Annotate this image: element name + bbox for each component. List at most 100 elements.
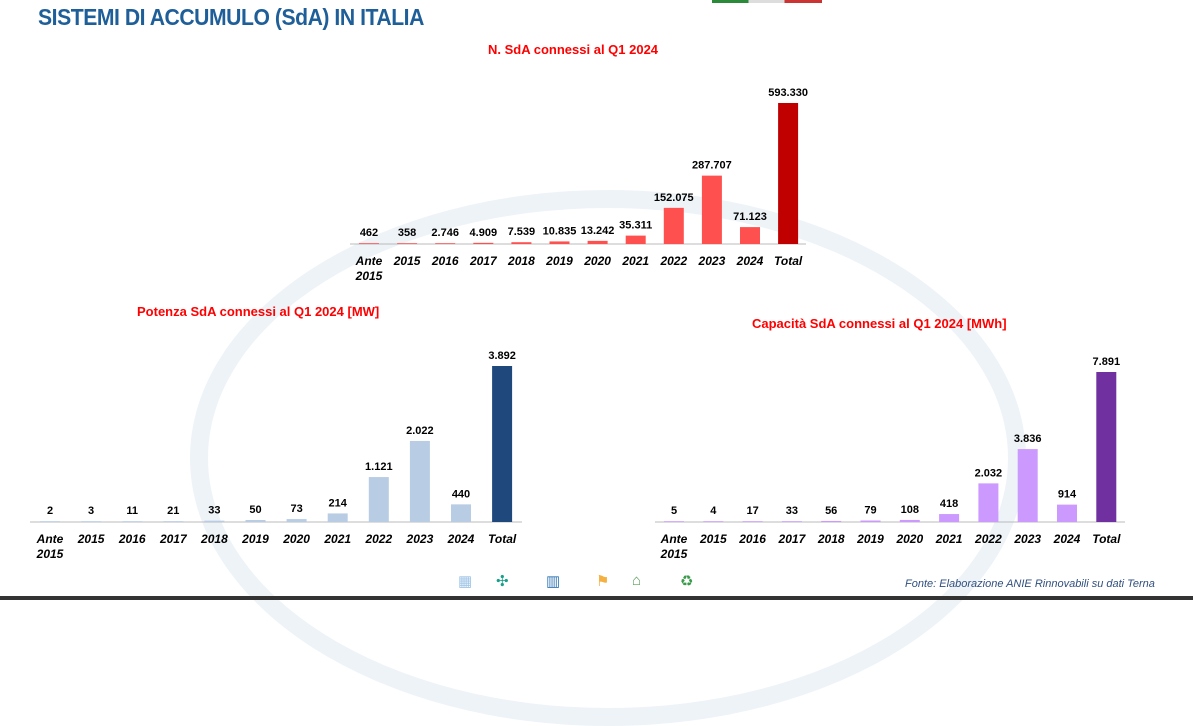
tick-label: 2020 xyxy=(895,532,923,546)
tick-label: 2018 xyxy=(507,254,535,268)
tick-label: 2019 xyxy=(856,532,884,546)
bar-0 xyxy=(664,521,684,522)
bar-6 xyxy=(286,519,307,522)
data-label: 35.311 xyxy=(619,220,652,232)
data-label: 4.909 xyxy=(470,227,498,239)
bar-4 xyxy=(204,520,225,522)
bar-2 xyxy=(435,243,456,244)
tick-label: 2024 xyxy=(1053,532,1081,546)
recycle-icon: ♻ xyxy=(680,573,694,590)
data-label: 287.707 xyxy=(692,160,732,172)
data-label: 71.123 xyxy=(733,211,767,223)
bar-3 xyxy=(163,521,184,522)
tick-label: 2024 xyxy=(447,532,475,546)
data-label: 1.121 xyxy=(365,461,393,473)
bar-11 xyxy=(778,103,799,244)
tick-label: Total xyxy=(1092,532,1121,546)
data-label: 2.022 xyxy=(406,425,434,437)
data-label: 11 xyxy=(126,505,138,517)
bottom-bar xyxy=(0,596,1193,600)
charts-canvas: 462Ante201535820152.74620164.90920177.53… xyxy=(30,87,1125,561)
data-label: 10.835 xyxy=(543,225,577,237)
bar-1 xyxy=(397,243,418,244)
tick-label: 2020 xyxy=(583,254,611,268)
data-label: 152.075 xyxy=(654,192,694,204)
bar-11 xyxy=(1096,372,1117,522)
bar-5 xyxy=(860,520,881,522)
data-label: 33 xyxy=(786,505,798,517)
page-title: SISTEMI DI ACCUMULO (SdA) IN ITALIA xyxy=(38,4,424,30)
data-label: 5 xyxy=(671,505,677,517)
bar-0 xyxy=(40,521,60,522)
tick-label: 2015 xyxy=(36,547,64,561)
bar-2 xyxy=(742,521,763,522)
heat-pump-house-icon: ⌂ xyxy=(632,572,642,589)
data-label: 108 xyxy=(901,504,919,516)
data-label: 440 xyxy=(452,488,470,500)
bar-0 xyxy=(359,243,379,244)
tick-label: 2022 xyxy=(364,532,392,546)
tick-label: 2017 xyxy=(469,254,498,268)
bar-10 xyxy=(740,227,760,244)
data-label: 3.836 xyxy=(1014,433,1042,445)
bar-8 xyxy=(368,477,389,522)
bar-6 xyxy=(899,519,920,522)
tick-label: 2015 xyxy=(355,269,383,283)
bar-6 xyxy=(587,240,608,244)
hydro-icon: ▥ xyxy=(546,573,561,590)
bar-5 xyxy=(245,519,266,522)
tick-label: 2015 xyxy=(660,547,688,561)
tick-label: 2017 xyxy=(778,532,807,546)
chart-title-power: Potenza SdA connessi al Q1 2024 [MW] xyxy=(137,304,380,319)
tick-label: 2016 xyxy=(431,254,459,268)
bar-9 xyxy=(409,440,430,522)
bar-1 xyxy=(703,521,724,522)
tick-label: 2019 xyxy=(241,532,269,546)
tick-label: Ante xyxy=(355,254,383,268)
bar-3 xyxy=(473,242,494,244)
data-label: 7.539 xyxy=(508,226,536,238)
bar-9 xyxy=(701,175,722,244)
tick-label: 2015 xyxy=(77,532,105,546)
bar-8 xyxy=(978,483,999,522)
data-label: 73 xyxy=(290,503,302,515)
bar-11 xyxy=(492,366,513,522)
data-label: 214 xyxy=(329,497,348,509)
tick-label: 2019 xyxy=(545,254,573,268)
data-label: 3 xyxy=(88,505,94,517)
bar-5 xyxy=(549,241,570,244)
data-label: 462 xyxy=(360,227,378,239)
data-label: 7.891 xyxy=(1093,356,1121,368)
bar-10 xyxy=(1057,504,1077,522)
bar-7 xyxy=(625,235,646,244)
data-label: 593.330 xyxy=(768,87,808,99)
tick-label: 2021 xyxy=(323,532,351,546)
tick-label: 2021 xyxy=(621,254,649,268)
data-label: 50 xyxy=(249,504,261,516)
tick-label: 2020 xyxy=(282,532,310,546)
data-label: 914 xyxy=(1058,489,1077,501)
tick-label: 2024 xyxy=(736,254,764,268)
bar-8 xyxy=(663,207,684,244)
tick-label: 2015 xyxy=(699,532,727,546)
tick-label: 2016 xyxy=(738,532,766,546)
data-label: 56 xyxy=(825,505,837,517)
bar-7 xyxy=(939,514,960,522)
tick-label: 2018 xyxy=(817,532,845,546)
bar-10 xyxy=(451,504,471,522)
bar-2 xyxy=(122,521,143,522)
tick-label: 2023 xyxy=(1013,532,1041,546)
data-label: 13.242 xyxy=(581,225,615,237)
tick-label: 2018 xyxy=(200,532,228,546)
tick-label: 2023 xyxy=(406,532,434,546)
data-label: 4 xyxy=(710,505,717,517)
tick-label: Total xyxy=(488,532,517,546)
tick-label: Ante xyxy=(36,532,64,546)
tick-label: 2016 xyxy=(118,532,146,546)
data-label: 2 xyxy=(47,505,53,517)
flag-logo xyxy=(712,0,822,3)
source-note: Fonte: Elaborazione ANIE Rinnovabili su … xyxy=(905,578,1155,590)
data-label: 3.892 xyxy=(488,350,516,362)
data-label: 2.746 xyxy=(431,227,459,239)
bar-1 xyxy=(81,521,102,522)
